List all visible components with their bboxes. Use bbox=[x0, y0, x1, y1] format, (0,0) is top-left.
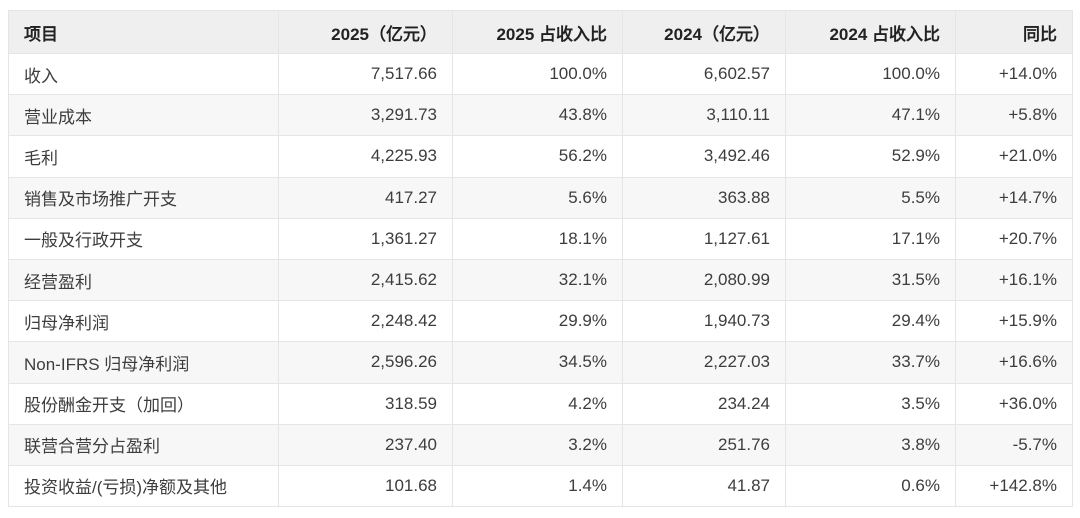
column-header-p2025: 2025 占收入比 bbox=[452, 10, 623, 54]
value-cell-y2025: 3,291.73 bbox=[278, 94, 453, 137]
value-cell-p2025: 56.2% bbox=[452, 135, 623, 178]
value-cell-p2024: 0.6% bbox=[785, 464, 956, 508]
value-cell-p2024: 33.7% bbox=[785, 341, 956, 384]
value-cell-p2024: 29.4% bbox=[785, 300, 956, 343]
value-cell-yoy: -5.7% bbox=[955, 423, 1073, 466]
value-cell-p2025: 29.9% bbox=[452, 300, 623, 343]
value-cell-y2024: 41.87 bbox=[622, 464, 786, 508]
table-row: 营业成本 3,291.73 43.8% 3,110.11 47.1% +5.8% bbox=[8, 94, 1073, 137]
value-cell-p2024: 31.5% bbox=[785, 258, 956, 302]
value-cell-p2024: 3.8% bbox=[785, 423, 956, 466]
item-cell: 归母净利润 bbox=[8, 300, 279, 343]
value-cell-y2025: 2,415.62 bbox=[278, 258, 453, 302]
financial-table-container: 项目 2025（亿元） 2025 占收入比 2024（亿元） 2024 占收入比 同比 收… bbox=[8, 10, 1073, 508]
table-row: 收入 7,517.66 100.0% 6,602.57 100.0% +14.0% bbox=[8, 52, 1073, 96]
value-cell-p2025: 4.2% bbox=[452, 382, 623, 425]
value-cell-p2025: 34.5% bbox=[452, 341, 623, 384]
table-row: 一般及行政开支 1,361.27 18.1% 1,127.61 17.1% +20.7% bbox=[8, 217, 1073, 260]
value-cell-p2024: 47.1% bbox=[785, 94, 956, 137]
value-cell-y2025: 417.27 bbox=[278, 176, 453, 219]
item-cell: 营业成本 bbox=[8, 94, 279, 137]
table-row: 联营合营分占盈利 237.40 3.2% 251.76 3.8% -5.7% bbox=[8, 423, 1073, 466]
value-cell-yoy: +15.9% bbox=[955, 300, 1073, 343]
column-header-y2025: 2025（亿元） bbox=[278, 10, 453, 54]
item-cell: 毛利 bbox=[8, 135, 279, 178]
value-cell-y2025: 7,517.66 bbox=[278, 52, 453, 96]
table-row: Non-IFRS 归母净利润 2,596.26 34.5% 2,227.03 33.7%… bbox=[8, 341, 1073, 384]
item-cell: 收入 bbox=[8, 52, 279, 96]
value-cell-y2025: 2,248.42 bbox=[278, 300, 453, 343]
value-cell-p2024: 100.0% bbox=[785, 52, 956, 96]
item-cell: 股份酬金开支（加回） bbox=[8, 382, 279, 425]
header-row: 项目 2025（亿元） 2025 占收入比 2024（亿元） 2024 占收入比 同比 bbox=[8, 10, 1073, 54]
value-cell-y2025: 237.40 bbox=[278, 423, 453, 466]
value-cell-p2024: 17.1% bbox=[785, 217, 956, 260]
column-header-item: 项目 bbox=[8, 10, 279, 54]
item-cell: 经营盈利 bbox=[8, 258, 279, 302]
value-cell-yoy: +20.7% bbox=[955, 217, 1073, 260]
column-header-p2024: 2024 占收入比 bbox=[785, 10, 956, 54]
value-cell-p2025: 3.2% bbox=[452, 423, 623, 466]
value-cell-yoy: +142.8% bbox=[955, 464, 1073, 508]
table-row: 投资收益/(亏损)净额及其他 101.68 1.4% 41.87 0.6% +142.8% bbox=[8, 464, 1073, 508]
value-cell-y2024: 2,080.99 bbox=[622, 258, 786, 302]
table-row: 毛利 4,225.93 56.2% 3,492.46 52.9% +21.0% bbox=[8, 135, 1073, 178]
value-cell-y2025: 4,225.93 bbox=[278, 135, 453, 178]
value-cell-p2024: 52.9% bbox=[785, 135, 956, 178]
value-cell-p2025: 32.1% bbox=[452, 258, 623, 302]
value-cell-y2025: 318.59 bbox=[278, 382, 453, 425]
value-cell-yoy: +5.8% bbox=[955, 94, 1073, 137]
item-cell: 一般及行政开支 bbox=[8, 217, 279, 260]
value-cell-yoy: +16.6% bbox=[955, 341, 1073, 384]
table-row: 股份酬金开支（加回） 318.59 4.2% 234.24 3.5% +36.0% bbox=[8, 382, 1073, 425]
value-cell-p2025: 43.8% bbox=[452, 94, 623, 137]
item-cell: Non-IFRS 归母净利润 bbox=[8, 341, 279, 384]
value-cell-yoy: +36.0% bbox=[955, 382, 1073, 425]
item-cell: 销售及市场推广开支 bbox=[8, 176, 279, 219]
value-cell-y2024: 6,602.57 bbox=[622, 52, 786, 96]
value-cell-y2024: 3,492.46 bbox=[622, 135, 786, 178]
column-header-yoy: 同比 bbox=[955, 10, 1073, 54]
value-cell-yoy: +16.1% bbox=[955, 258, 1073, 302]
value-cell-y2024: 3,110.11 bbox=[622, 94, 786, 137]
column-header-y2024: 2024（亿元） bbox=[622, 10, 786, 54]
table-row: 归母净利润 2,248.42 29.9% 1,940.73 29.4% +15.9% bbox=[8, 300, 1073, 343]
value-cell-yoy: +14.7% bbox=[955, 176, 1073, 219]
value-cell-y2024: 1,940.73 bbox=[622, 300, 786, 343]
value-cell-y2024: 251.76 bbox=[622, 423, 786, 466]
value-cell-p2025: 5.6% bbox=[452, 176, 623, 219]
value-cell-y2024: 1,127.61 bbox=[622, 217, 786, 260]
item-cell: 联营合营分占盈利 bbox=[8, 423, 279, 466]
value-cell-p2025: 1.4% bbox=[452, 464, 623, 508]
table-row: 经营盈利 2,415.62 32.1% 2,080.99 31.5% +16.1% bbox=[8, 258, 1073, 302]
value-cell-p2025: 18.1% bbox=[452, 217, 623, 260]
table-row: 销售及市场推广开支 417.27 5.6% 363.88 5.5% +14.7% bbox=[8, 176, 1073, 219]
value-cell-p2024: 3.5% bbox=[785, 382, 956, 425]
table-body: 收入 7,517.66 100.0% 6,602.57 100.0% +14.0% 营业成本… bbox=[8, 52, 1073, 508]
value-cell-y2024: 2,227.03 bbox=[622, 341, 786, 384]
value-cell-y2025: 101.68 bbox=[278, 464, 453, 508]
value-cell-yoy: +14.0% bbox=[955, 52, 1073, 96]
value-cell-y2024: 234.24 bbox=[622, 382, 786, 425]
value-cell-y2025: 2,596.26 bbox=[278, 341, 453, 384]
value-cell-y2024: 363.88 bbox=[622, 176, 786, 219]
financial-comparison-table: 项目 2025（亿元） 2025 占收入比 2024（亿元） 2024 占收入比 同比 收… bbox=[8, 10, 1073, 508]
value-cell-y2025: 1,361.27 bbox=[278, 217, 453, 260]
value-cell-p2025: 100.0% bbox=[452, 52, 623, 96]
value-cell-yoy: +21.0% bbox=[955, 135, 1073, 178]
item-cell: 投资收益/(亏损)净额及其他 bbox=[8, 464, 279, 508]
value-cell-p2024: 5.5% bbox=[785, 176, 956, 219]
